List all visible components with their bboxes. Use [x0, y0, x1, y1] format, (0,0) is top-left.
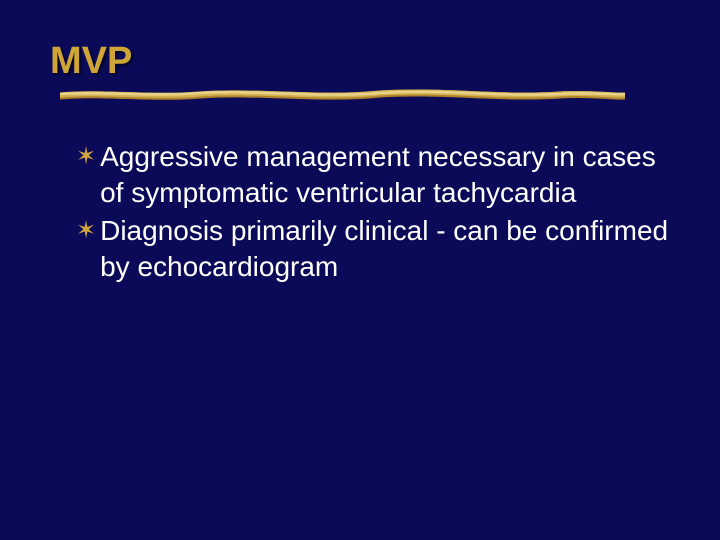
bullet-text: Aggressive management necessary in cases… — [100, 139, 670, 211]
slide: MVP ✶ Aggressive management necessary in… — [0, 0, 720, 540]
bullet-item: ✶ Diagnosis primarily clinical - can be … — [76, 213, 670, 285]
bullet-item: ✶ Aggressive management necessary in cas… — [76, 139, 670, 211]
bullet-icon: ✶ — [76, 213, 96, 249]
bullet-icon: ✶ — [76, 139, 96, 175]
title-underline — [60, 89, 625, 103]
bullet-text: Diagnosis primarily clinical - can be co… — [100, 213, 670, 285]
slide-content: ✶ Aggressive management necessary in cas… — [50, 139, 670, 285]
slide-title: MVP — [50, 40, 670, 83]
